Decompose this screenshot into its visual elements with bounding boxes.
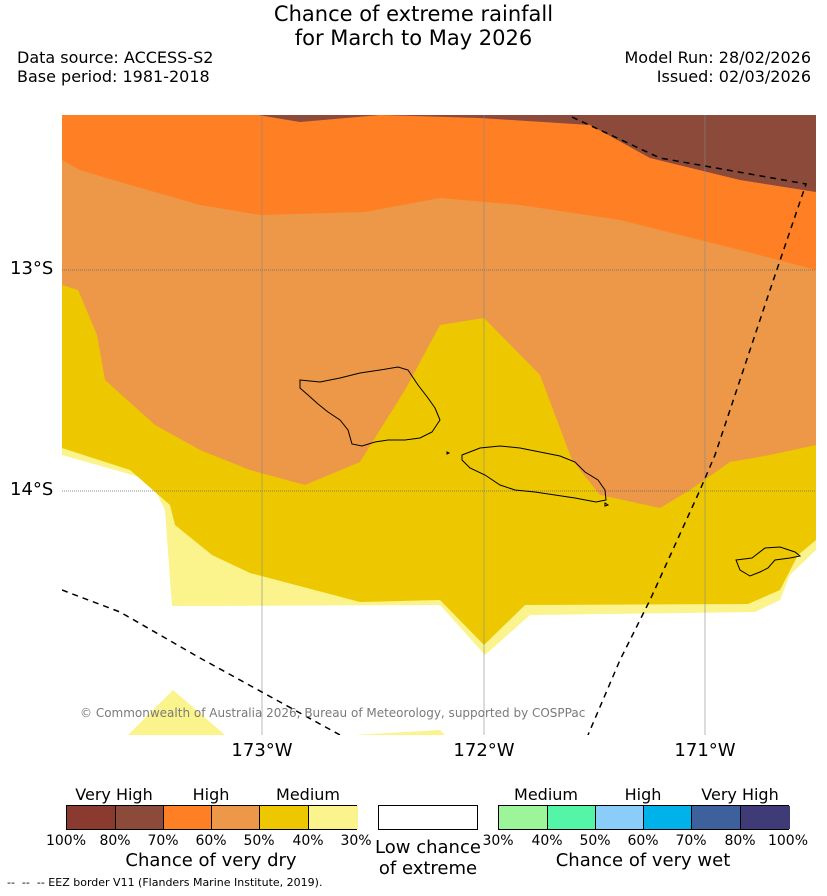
- copyright-notice: © Commonwealth of Australia 2026, Bureau…: [80, 706, 586, 720]
- island-upolu: [461, 445, 607, 503]
- meta-right: Model Run: 28/02/2026 Issued: 02/03/2026: [625, 48, 812, 86]
- region-dry-80-70: [258, 115, 816, 192]
- swatch-dry-60-50: [212, 806, 260, 829]
- islands: [299, 366, 802, 577]
- lon-label-172w: 172°W: [453, 740, 515, 761]
- legend-dry-high: High: [192, 785, 230, 804]
- legend-low-title: Low chance of extreme: [375, 837, 481, 879]
- region-dry-40-30-patch: [355, 730, 445, 735]
- legend-dry-medium: Medium: [276, 785, 340, 804]
- legend-low-line-2: of extreme: [378, 858, 478, 879]
- legend-wet-tick: 70%: [675, 833, 707, 849]
- legend-wet-tick: 60%: [627, 833, 659, 849]
- title-line-1: Chance of extreme rainfall: [273, 2, 554, 26]
- legend-dry-tick: 70%: [147, 833, 179, 849]
- swatch-dry-80-70: [116, 806, 164, 829]
- legend-wet-title: Chance of very wet: [555, 850, 731, 871]
- legend-dry-tick: 100%: [45, 833, 87, 849]
- legend-dry-colorbar: [66, 805, 358, 830]
- lat-label-14s: 14°S: [10, 479, 54, 500]
- legend-wet-tick: 30%: [482, 833, 514, 849]
- island-aunuu: [604, 502, 610, 507]
- data-source: Data source: ACCESS-S2: [17, 48, 214, 67]
- legend-wet-high: High: [624, 785, 662, 804]
- title-line-2: for March to May 2026: [294, 26, 533, 50]
- swatch-low-chance: [378, 805, 478, 830]
- swatch-wet-60-70: [644, 806, 692, 829]
- meta-left: Data source: ACCESS-S2 Base period: 1981…: [17, 48, 213, 86]
- legend-wet-tick: 80%: [724, 833, 756, 849]
- legend-wet-tick: 50%: [579, 833, 611, 849]
- graticule: [62, 115, 816, 735]
- legend-dry-tick: 30%: [340, 833, 372, 849]
- legend-wet-colorbar: [498, 805, 790, 830]
- legend-low-line-1: Low chance: [375, 837, 481, 858]
- swatch-dry-70-60: [164, 806, 212, 829]
- legend-wet-very-high: Very High: [701, 785, 779, 804]
- region-dry-40-30-south: [128, 690, 225, 735]
- swatch-dry-40-30: [309, 806, 358, 829]
- legend-wet-medium: Medium: [514, 785, 578, 804]
- lon-label-171w: 171°W: [674, 740, 736, 761]
- legend-dry-tick: 80%: [99, 833, 131, 849]
- island-manono: [446, 451, 451, 455]
- lat-label-13s: 13°S: [10, 258, 54, 279]
- legend-dry-title: Chance of very dry: [125, 850, 297, 871]
- legend-wet-tick: 40%: [531, 833, 563, 849]
- eez-footnote: -- -- -- EEZ border V11 (Flanders Marine…: [7, 876, 323, 889]
- island-savaii: [299, 366, 441, 447]
- swatch-wet-80-100: [741, 806, 790, 829]
- legend-dry-very-high: Very High: [75, 785, 153, 804]
- base-period: Base period: 1981-2018: [17, 67, 210, 86]
- eez-border: [62, 116, 807, 735]
- swatch-dry-50-40: [260, 806, 309, 829]
- map-area: [62, 115, 816, 735]
- legend-dry-tick: 40%: [292, 833, 324, 849]
- island-tutuila: [735, 546, 802, 577]
- swatch-wet-40-50: [548, 806, 596, 829]
- lon-label-173w: 173°W: [231, 740, 293, 761]
- swatch-wet-70-80: [692, 806, 741, 829]
- map-title: Chance of extreme rainfall for March to …: [0, 2, 827, 50]
- swatch-wet-50-60: [596, 806, 644, 829]
- legend-dry-tick: 50%: [243, 833, 275, 849]
- legend-dry-tick: 60%: [195, 833, 227, 849]
- model-run: Model Run: 28/02/2026: [624, 48, 812, 67]
- legend-wet-tick: 100%: [767, 833, 809, 849]
- map-canvas: [62, 115, 816, 735]
- swatch-wet-30-40: [499, 806, 548, 829]
- swatch-dry-100-80: [67, 806, 116, 829]
- region-dry-70-60: [62, 115, 816, 270]
- issued-date: Issued: 02/03/2026: [656, 67, 811, 86]
